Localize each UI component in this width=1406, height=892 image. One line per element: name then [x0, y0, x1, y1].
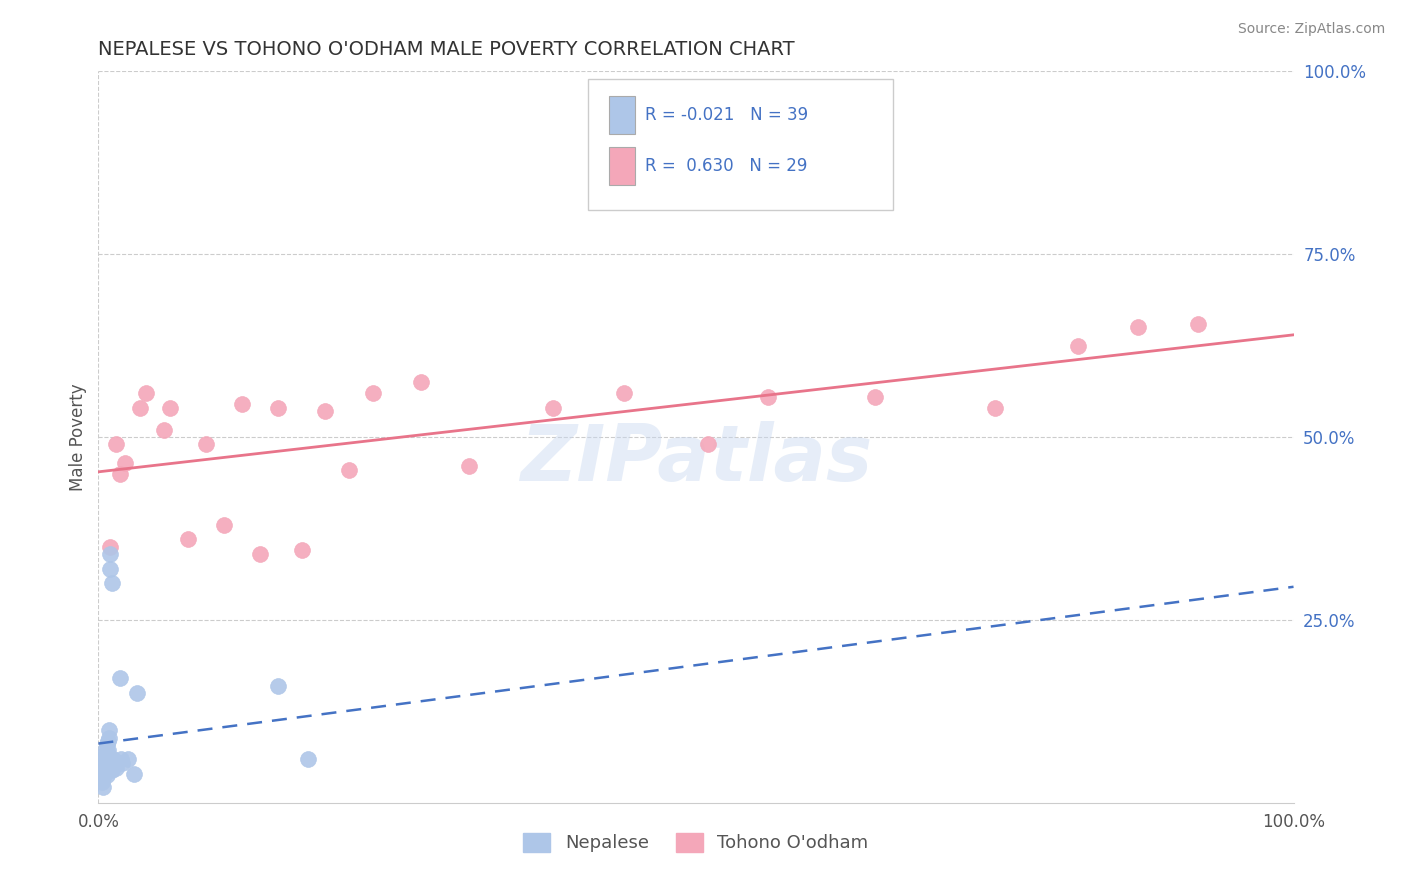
Point [98, 723, 121, 737]
Point [90, 766, 112, 780]
Point [93, 748, 115, 763]
Y-axis label: Male Poverty: Male Poverty [69, 384, 87, 491]
Point [100, 576, 122, 591]
Point [159, 401, 181, 415]
Point [363, 386, 385, 401]
Point [1128, 320, 1150, 334]
Point [98, 750, 121, 764]
Point [541, 401, 564, 415]
Bar [609, 96, 636, 135]
Point [100, 763, 122, 777]
Point [117, 752, 139, 766]
Point [458, 459, 481, 474]
Point [96, 768, 118, 782]
Point [108, 672, 131, 686]
Point [291, 543, 314, 558]
Point [111, 756, 134, 770]
Point [91, 770, 114, 784]
FancyBboxPatch shape [589, 78, 893, 211]
Point [865, 390, 887, 404]
Point [103, 756, 125, 770]
Point [91, 765, 114, 780]
Point [125, 686, 148, 700]
Point [98, 547, 122, 561]
Point [231, 397, 253, 411]
Point [756, 390, 779, 404]
Point [105, 437, 128, 451]
Point [91, 759, 114, 773]
Point [177, 533, 200, 547]
Point [114, 456, 136, 470]
Text: NEPALESE VS TOHONO O'ODHAM MALE POVERTY CORRELATION CHART: NEPALESE VS TOHONO O'ODHAM MALE POVERTY … [98, 39, 794, 59]
Point [1067, 338, 1090, 352]
Text: R =  0.630   N = 29: R = 0.630 N = 29 [644, 158, 807, 176]
Point [105, 761, 128, 775]
Point [1187, 317, 1209, 331]
Point [339, 463, 361, 477]
Point [108, 467, 131, 481]
Text: R = -0.021   N = 39: R = -0.021 N = 39 [644, 106, 807, 124]
Point [411, 376, 433, 390]
Point [267, 679, 290, 693]
Point [91, 780, 114, 794]
Point [98, 562, 122, 576]
Point [984, 401, 1007, 415]
Point [212, 517, 235, 532]
Point [97, 743, 120, 757]
Point [94, 761, 117, 775]
Point [96, 737, 118, 751]
Point [96, 752, 118, 766]
Point [97, 756, 120, 770]
Point [124, 766, 146, 780]
Point [94, 740, 117, 755]
Point [110, 752, 132, 766]
Bar [609, 147, 636, 186]
Point [315, 404, 337, 418]
Point [195, 437, 218, 451]
Point [97, 733, 120, 747]
Point [98, 540, 122, 554]
Point [129, 401, 152, 415]
Point [93, 753, 115, 767]
Point [613, 386, 636, 401]
Point [267, 401, 290, 415]
Legend: Nepalese, Tohono O'odham: Nepalese, Tohono O'odham [516, 826, 876, 860]
Point [93, 768, 115, 782]
Point [297, 752, 319, 766]
Text: ZIPatlas: ZIPatlas [520, 421, 872, 497]
Point [93, 761, 115, 775]
Point [697, 437, 720, 451]
Text: Source: ZipAtlas.com: Source: ZipAtlas.com [1237, 22, 1385, 37]
Point [98, 731, 121, 746]
Point [94, 746, 117, 760]
Point [91, 775, 114, 789]
Point [153, 423, 176, 437]
Point [135, 386, 157, 401]
Point [94, 753, 117, 767]
Point [249, 547, 271, 561]
Point [101, 752, 124, 766]
Point [96, 745, 118, 759]
